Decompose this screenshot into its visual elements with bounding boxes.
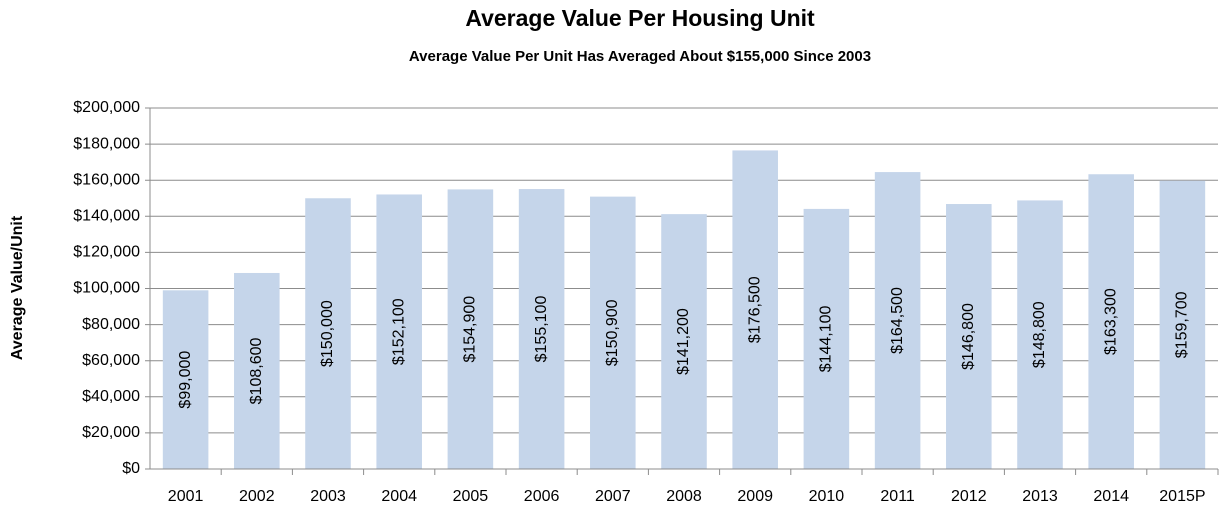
x-tick-label: 2001 [168,488,204,505]
x-tick-label: 2009 [737,488,773,505]
x-tick-label: 2002 [239,488,275,505]
bar [946,204,992,469]
x-tick-label: 2005 [453,488,489,505]
y-tick-label: $20,000 [82,424,140,441]
x-tick-label: 2014 [1093,488,1129,505]
x-tick-label: 2007 [595,488,631,505]
bar [874,172,921,469]
y-tick-label: $200,000 [73,99,140,116]
bar [1088,174,1134,469]
value-label: $150,900 [604,299,621,366]
bar [305,198,351,469]
value-label: $150,000 [319,300,336,367]
y-tick-label: $40,000 [82,388,140,405]
bar [447,189,494,469]
x-tick-label: 2008 [666,488,702,505]
value-label: $99,000 [177,351,194,409]
bar [803,208,850,469]
bar [732,150,778,470]
bar [661,214,707,469]
bar [162,290,209,469]
y-tick-label: $120,000 [73,244,140,261]
x-tick-label: 2004 [381,488,417,505]
value-label: $164,500 [889,287,906,354]
bar [1159,180,1206,469]
bar [1017,200,1063,469]
value-label: $159,700 [1174,291,1191,358]
x-tick-label: 2010 [809,488,845,505]
y-tick-label: $160,000 [73,171,140,188]
value-label: $146,800 [960,303,977,370]
chart-subtitle: Average Value Per Unit Has Averaged Abou… [409,48,871,65]
value-label: $154,900 [462,296,479,363]
chart-title: Average Value Per Housing Unit [465,5,815,31]
y-tick-label: $100,000 [73,280,140,297]
value-label: $141,200 [675,308,692,375]
x-tick-label: 2006 [524,488,560,505]
y-tick-label: $140,000 [73,208,140,225]
value-label: $148,800 [1031,301,1048,368]
bar [234,272,280,469]
y-tick-label: $0 [122,460,140,477]
bar [376,194,422,469]
x-tick-label: 2003 [310,488,346,505]
bar [518,189,565,469]
value-label: $108,600 [248,338,265,405]
value-label: $152,100 [390,298,407,365]
bar [590,196,636,470]
x-tick-label: 2015P [1159,488,1205,505]
value-label: $144,100 [818,305,835,372]
x-tick-label: 2012 [951,488,987,505]
y-tick-label: $180,000 [73,135,140,152]
y-axis-title: Average Value/Unit [9,215,26,360]
y-tick-label: $60,000 [82,352,140,369]
y-tick-label: $80,000 [82,316,140,333]
x-tick-label: 2011 [880,488,915,505]
value-label: $176,500 [746,276,763,343]
value-label: $163,300 [1102,288,1119,355]
value-label: $155,100 [533,296,550,363]
x-tick-label: 2013 [1022,488,1058,505]
